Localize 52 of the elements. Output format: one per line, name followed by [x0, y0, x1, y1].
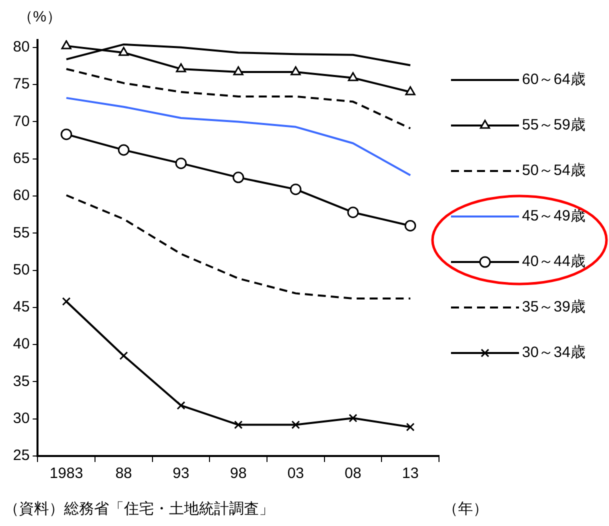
y-tick-label: 55: [12, 224, 30, 242]
line-series: [65, 68, 412, 130]
point: [176, 63, 186, 72]
x-tick-label: 1983: [50, 465, 84, 482]
legend-label: 50～54歳: [522, 162, 586, 180]
x-tick-label: 93: [172, 465, 190, 482]
point: [404, 220, 416, 232]
legend-label: 35～39歳: [522, 298, 586, 316]
point: [291, 420, 300, 430]
y-tick-label: 70: [12, 112, 30, 130]
y-tick-label: 35: [12, 372, 30, 390]
legend-label: 45～49歳: [522, 208, 586, 225]
text: （資料）総務省「住宅・土地統計調査」: [4, 500, 274, 518]
x-tick-label: 13: [402, 465, 419, 482]
y-tick-label: 65: [12, 150, 30, 167]
legend-label: 55～59歳: [522, 116, 586, 134]
point: [234, 420, 243, 430]
point: [119, 351, 128, 360]
y-tick-label: 25: [12, 447, 30, 464]
y-axis-title: （%）: [18, 8, 62, 26]
y-tick-label: 40: [12, 336, 30, 353]
point: [233, 66, 244, 76]
point: [290, 66, 301, 76]
x-tick-label: 03: [287, 465, 304, 482]
point: [406, 422, 415, 432]
x-axis-title: （年）: [443, 500, 488, 518]
y-tick-label: 60: [12, 187, 30, 204]
point: [348, 414, 358, 422]
x-tick-label: 98: [230, 465, 247, 482]
point: [348, 72, 358, 82]
point: [60, 128, 72, 140]
point: [405, 86, 416, 96]
point: [62, 297, 71, 306]
legend-label: 40～44歳: [522, 253, 586, 270]
y-tick-label: 30: [12, 410, 30, 427]
point: [290, 184, 302, 196]
y-tick-label: 75: [12, 76, 30, 93]
y-tick-label: 45: [12, 298, 30, 316]
x-tick-label: 88: [115, 465, 132, 482]
legend-label: 30～34歳: [522, 344, 586, 362]
point: [118, 144, 130, 156]
y-tick-label: 50: [12, 261, 30, 278]
x-tick-label: 08: [344, 465, 362, 482]
point: [176, 401, 186, 410]
point: [175, 158, 187, 170]
y-tick-label: 80: [12, 38, 30, 56]
legend-label: 60～64歳: [522, 71, 586, 88]
point: [118, 46, 129, 56]
point: [347, 206, 359, 218]
point: [61, 40, 72, 50]
point: [232, 172, 244, 184]
line-series: [65, 194, 412, 300]
